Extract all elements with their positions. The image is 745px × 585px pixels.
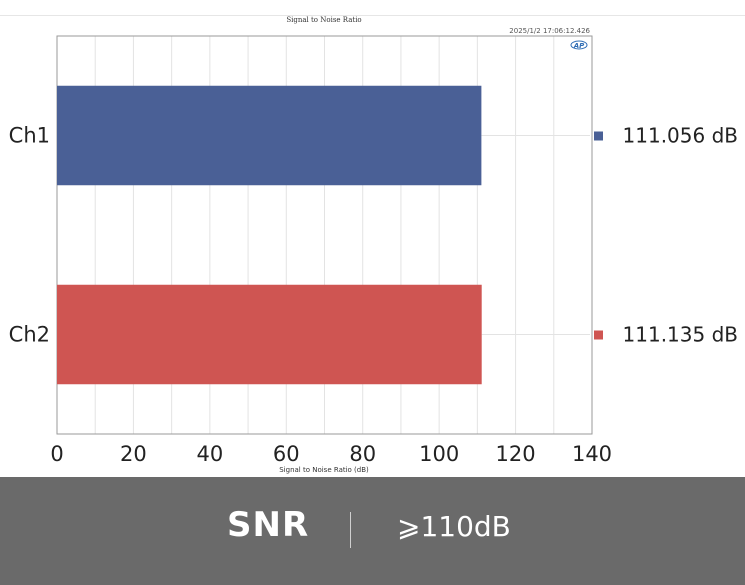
value-label: 111.135 dB (623, 323, 738, 347)
chart-timestamp: 2025/1/2 17:06:12.426 (509, 27, 590, 35)
snr-bar-chart: Signal to Noise Ratio 2025/1/2 17:06:12.… (9, 16, 738, 474)
x-tick-label: 60 (273, 442, 300, 466)
plot-frame (56, 35, 593, 435)
bar-ch1 (57, 85, 482, 186)
metric-value: ⩾110dB (397, 510, 511, 543)
category-label: Ch1 (9, 124, 50, 148)
ap-logo: AP (570, 40, 588, 50)
footer-divider (350, 512, 351, 548)
legend-marker (594, 330, 603, 340)
chart-area: Signal to Noise Ratio 2025/1/2 17:06:12.… (0, 15, 745, 474)
bars (57, 85, 603, 385)
x-tick-label: 100 (419, 442, 459, 466)
x-tick-label: 40 (196, 442, 223, 466)
x-tick-label: 140 (572, 442, 612, 466)
metric-name: SNR (227, 505, 310, 545)
x-tick-labels: 0 20 40 60 80 100 120 140 Ch1 111.056 dB Ch2 111.13… (9, 124, 738, 467)
value-label: 111.056 dB (623, 124, 738, 148)
legend-marker (594, 131, 603, 141)
category-label: Ch2 (9, 323, 50, 347)
top-border (0, 15, 745, 16)
ap-logo-text: AP (573, 42, 585, 50)
x-tick-label: 0 (50, 442, 63, 466)
x-tick-label: 80 (349, 442, 376, 466)
x-tick-label: 120 (496, 442, 536, 466)
x-axis-label: Signal to Noise Ratio (dB) (279, 466, 369, 474)
spec-footer: SNR ⩾110dB (0, 477, 745, 585)
chart-title: Signal to Noise Ratio (286, 16, 361, 24)
x-tick-label: 20 (120, 442, 147, 466)
bar-ch2 (57, 284, 482, 385)
